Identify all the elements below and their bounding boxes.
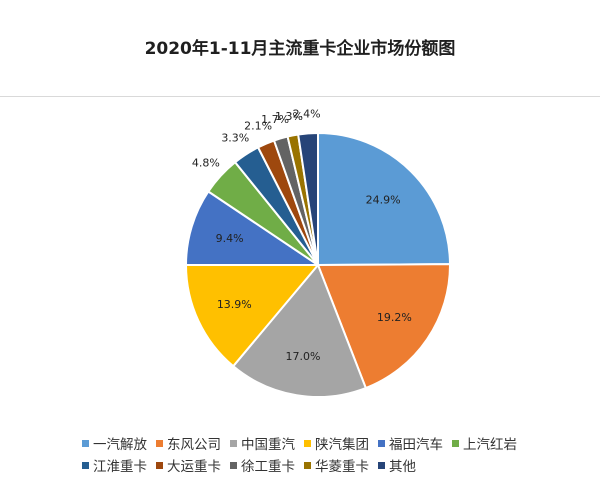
- legend-label: 徐工重卡: [241, 459, 295, 475]
- data-label: 17.0%: [286, 350, 321, 363]
- legend-row: 江淮重卡 大运重卡 徐工重卡 华菱重卡 其他: [82, 454, 582, 476]
- legend-swatch: [82, 461, 89, 469]
- chart-title: 2020年1-11月主流重卡企业市场份额图: [144, 39, 456, 59]
- legend-label: 大运重卡: [167, 459, 221, 475]
- pie-slice: [184, 190, 322, 266]
- chart-legend: 一汽解放 东风公司 中国重汽 陕汽集团 福田汽车 上汽红岩 江淮重卡 大运重卡 徐工重卡 华菱重…: [82, 432, 582, 476]
- data-label: 2.1%: [244, 119, 272, 132]
- legend-label: 陕汽集团: [315, 437, 369, 453]
- legend-swatch: [230, 461, 237, 469]
- legend-swatch: [378, 461, 385, 469]
- legend-swatch: [378, 439, 385, 447]
- data-label: 1.7%: [261, 113, 289, 126]
- legend-swatch: [304, 439, 311, 447]
- pie-slice: [297, 131, 319, 266]
- data-label: 19.2%: [377, 311, 412, 324]
- data-label: 2.4%: [293, 107, 321, 120]
- legend-swatch: [230, 439, 237, 447]
- data-label: 9.4%: [216, 232, 244, 245]
- pie-slice: [317, 131, 452, 267]
- legend-item: 江淮重卡: [82, 455, 147, 475]
- legend-label: 东风公司: [167, 437, 221, 453]
- legend-swatch: [156, 439, 163, 447]
- legend-item: 中国重汽: [230, 433, 295, 453]
- legend-item: 一汽解放: [82, 433, 147, 453]
- data-label: 3.3%: [221, 131, 249, 144]
- legend-label: 福田汽车: [389, 437, 443, 453]
- legend-item: 福田汽车: [378, 433, 443, 453]
- legend-label: 华菱重卡: [315, 459, 369, 475]
- legend-item: 华菱重卡: [304, 455, 369, 475]
- legend-label: 江淮重卡: [93, 459, 147, 475]
- legend-label: 其他: [389, 459, 416, 475]
- pie-chart: 24.9% 19.2% 17.0% 13.9% 9.4% 4.8%3.3%2.1%1.7%…: [184, 107, 452, 398]
- data-label: 4.8%: [192, 156, 220, 169]
- pie-slice: [316, 263, 452, 390]
- legend-label: 上汽红岩: [463, 437, 517, 453]
- pie-slice: [231, 263, 368, 398]
- legend-label: 一汽解放: [93, 437, 147, 453]
- legend-swatch: [452, 439, 459, 447]
- legend-item: 东风公司: [156, 433, 221, 453]
- data-label: 1.3%: [275, 110, 303, 123]
- legend-item: 上汽红岩: [452, 433, 517, 453]
- data-label: 24.9%: [366, 194, 401, 207]
- legend-swatch: [82, 439, 89, 447]
- pie-slice: [184, 264, 321, 368]
- legend-item: 陕汽集团: [304, 433, 369, 453]
- legend-item: 大运重卡: [156, 455, 221, 475]
- title-divider: [0, 96, 600, 97]
- legend-label: 中国重汽: [241, 437, 295, 453]
- legend-row: 一汽解放 东风公司 中国重汽 陕汽集团 福田汽车 上汽红岩: [82, 432, 582, 454]
- legend-swatch: [156, 461, 163, 469]
- legend-item: 徐工重卡: [230, 455, 295, 475]
- legend-item: 其他: [378, 455, 416, 475]
- data-label: 13.9%: [217, 298, 252, 311]
- legend-swatch: [304, 461, 311, 469]
